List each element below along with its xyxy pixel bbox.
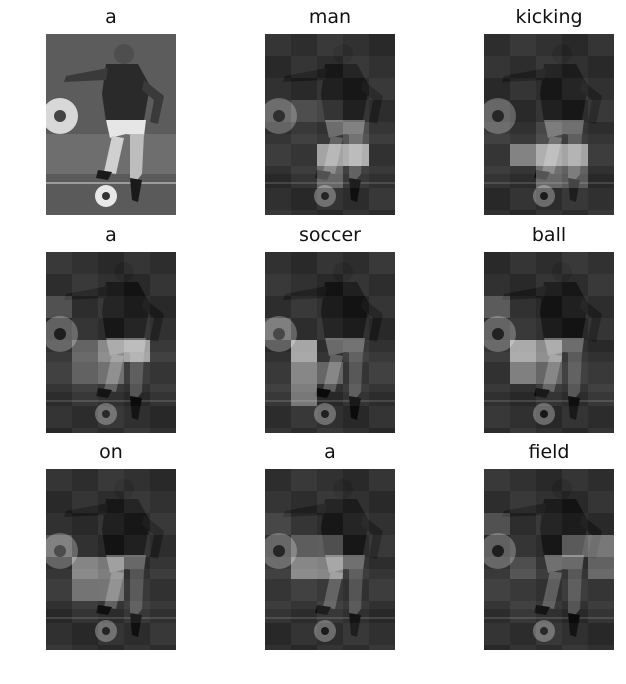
panel-caption: man xyxy=(308,6,352,28)
panel-caption: field xyxy=(528,441,570,463)
attention-map xyxy=(484,34,614,215)
panel-caption: kicking xyxy=(515,6,583,28)
attention-map xyxy=(484,252,614,433)
panel-caption: a xyxy=(105,6,117,28)
attention-map xyxy=(265,469,395,650)
panel-caption: a xyxy=(324,441,336,463)
panel-caption: a xyxy=(105,224,117,246)
panel-caption: on xyxy=(99,441,123,463)
source-image xyxy=(46,34,176,215)
attention-map xyxy=(46,469,176,650)
panel-caption: ball xyxy=(531,224,567,246)
attention-map xyxy=(265,252,395,433)
attention-map xyxy=(265,34,395,215)
attention-map xyxy=(484,469,614,650)
attention-map xyxy=(46,252,176,433)
panel-caption: soccer xyxy=(299,224,361,246)
